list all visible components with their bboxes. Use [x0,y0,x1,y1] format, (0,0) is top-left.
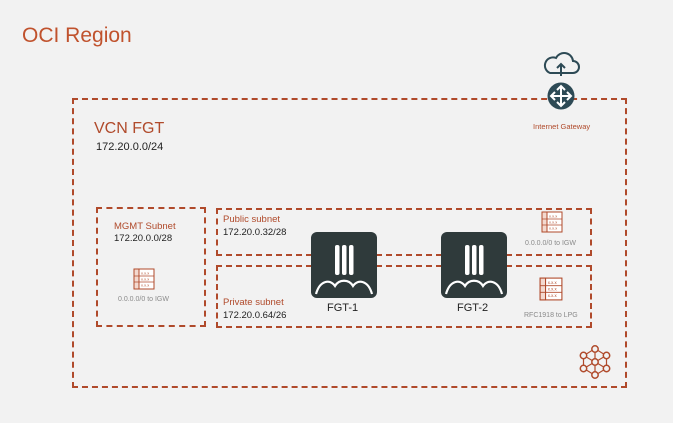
svg-text:x.x.x: x.x.x [141,277,149,282]
route-table-icon: x.x.x x.x.x x.x.x [133,268,155,290]
svg-text:x.x.x: x.x.x [548,293,558,298]
cloud-icon [541,50,581,76]
vcn-network-icon [578,345,612,379]
route-table-icon: x.x.x x.x.x x.x.x [539,277,563,301]
internet-gateway-label: Internet Gateway [533,122,591,131]
public-subnet-route: 0.0.0.0/0 to IGW [525,240,576,247]
private-subnet-boundary [216,265,592,328]
fortigate-icon[interactable] [311,232,377,298]
mgmt-subnet-route: 0.0.0.0/0 to IGW [118,296,169,303]
public-subnet-label: Public subnet [223,214,281,225]
svg-text:x.x.x: x.x.x [141,271,149,276]
fortigate-icon[interactable] [441,232,507,298]
public-subnet-cidr: 172.20.0.32/28 [223,227,287,238]
region-title: OCI Region [22,24,132,47]
route-table-icon: x.x.x x.x.x x.x.x [541,211,563,233]
public-subnet-boundary [216,208,592,256]
internet-gateway-icon[interactable] [546,81,576,111]
fgt-1-label: FGT-1 [327,302,359,314]
mgmt-subnet-label: MGMT Subnet [114,221,176,232]
svg-text:x.x.x: x.x.x [548,287,558,292]
mgmt-subnet-cidr: 172.20.0.0/28 [114,233,173,244]
svg-text:x.x.x: x.x.x [549,214,557,219]
svg-text:x.x.x: x.x.x [548,280,558,285]
svg-text:x.x.x: x.x.x [549,220,557,225]
fgt-2-label: FGT-2 [457,302,489,314]
vcn-title: VCN FGT [94,120,165,137]
private-subnet-cidr: 172.20.0.64/26 [223,310,287,321]
private-subnet-label: Private subnet [223,297,284,308]
mgmt-subnet-boundary [96,207,206,327]
private-subnet-route: RFC1918 to LPG [524,312,578,319]
vcn-cidr: 172.20.0.0/24 [96,141,164,153]
svg-text:x.x.x: x.x.x [549,226,557,231]
vcn-boundary [72,98,627,388]
svg-text:x.x.x: x.x.x [141,283,149,288]
